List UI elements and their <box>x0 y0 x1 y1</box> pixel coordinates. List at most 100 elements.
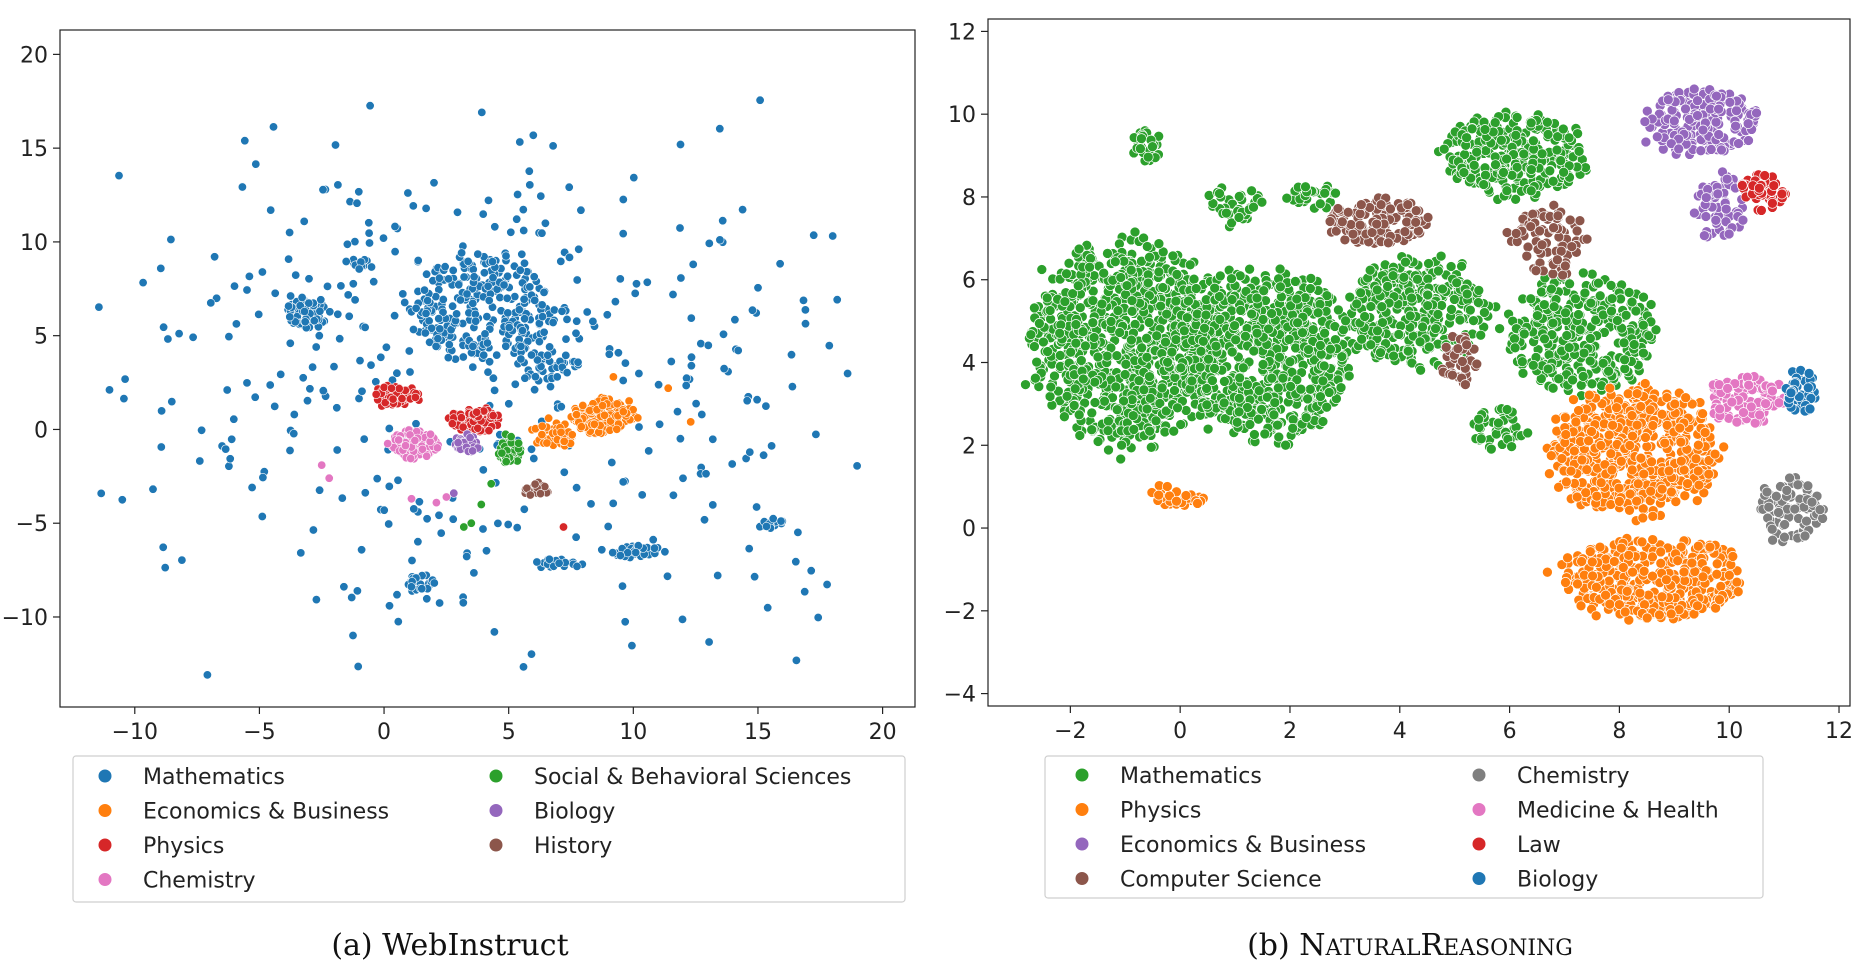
point-mathematics <box>1501 404 1513 415</box>
point-mathematics <box>224 332 234 342</box>
point-social-and-behavioral-sciences <box>466 518 476 528</box>
point-mathematics <box>1620 309 1632 321</box>
point-mathematics <box>539 287 549 297</box>
point-physics <box>397 394 407 404</box>
point-mathematics <box>1558 166 1569 178</box>
point-mathematics <box>613 348 623 358</box>
point-mathematics <box>364 228 374 238</box>
point-mathematics <box>718 329 728 339</box>
point-mathematics <box>364 238 374 248</box>
point-mathematics <box>618 477 628 487</box>
point-mathematics <box>832 295 842 305</box>
point-mathematics <box>1168 425 1180 437</box>
legend-label: Economics & Business <box>143 800 389 825</box>
point-mathematics <box>539 327 549 337</box>
point-mathematics <box>1417 321 1428 333</box>
point-mathematics <box>1325 343 1336 355</box>
point-mathematics <box>105 385 115 395</box>
point-mathematics <box>1605 280 1617 291</box>
point-mathematics <box>1527 359 1539 371</box>
point-mathematics <box>618 195 628 205</box>
point-physics <box>1560 429 1572 440</box>
point-physics <box>1573 405 1584 416</box>
point-mathematics <box>1525 293 1537 305</box>
point-mathematics <box>478 465 488 475</box>
legend-marker <box>488 837 504 853</box>
point-mathematics <box>574 244 584 254</box>
point-mathematics <box>355 356 365 366</box>
point-mathematics <box>458 352 468 362</box>
point-mathematics <box>333 309 343 319</box>
point-economics-and-business <box>576 422 586 432</box>
point-mathematics <box>1305 283 1316 294</box>
legend-item-physics: Physics <box>97 834 224 859</box>
point-mathematics <box>254 309 264 319</box>
point-mathematics <box>1038 336 1049 348</box>
x-tick-label: 0 <box>377 720 391 745</box>
point-mathematics <box>315 485 325 495</box>
point-mathematics <box>708 500 718 510</box>
point-mathematics <box>378 233 388 243</box>
point-mathematics <box>518 205 528 215</box>
point-mathematics <box>448 514 458 524</box>
point-mathematics <box>94 302 104 312</box>
point-physics <box>558 522 568 532</box>
point-mathematics <box>481 546 491 556</box>
point-mathematics <box>1080 340 1091 352</box>
point-physics <box>1703 468 1715 480</box>
point-mathematics <box>644 446 654 456</box>
point-mathematics <box>354 187 364 197</box>
point-mathematics <box>1084 261 1095 273</box>
point-mathematics <box>572 483 582 493</box>
point-mathematics <box>503 308 513 318</box>
point-mathematics <box>1387 270 1399 282</box>
point-mathematics <box>1542 116 1553 128</box>
point-chemistry <box>422 451 432 461</box>
point-mathematics <box>490 385 500 395</box>
axes-frame-webinstruct <box>59 29 916 708</box>
point-mathematics <box>1054 350 1066 361</box>
point-mathematics <box>549 305 559 315</box>
point-mathematics <box>634 368 644 378</box>
point-mathematics <box>336 281 346 291</box>
point-mathematics <box>1291 293 1303 305</box>
point-mathematics <box>1105 316 1117 327</box>
point-mathematics <box>1069 383 1081 395</box>
point-mathematics <box>602 310 612 320</box>
point-mathematics <box>768 514 778 524</box>
point-mathematics <box>468 341 478 351</box>
point-physics <box>1583 389 1595 401</box>
point-mathematics <box>285 228 295 238</box>
point-mathematics <box>210 252 220 262</box>
point-physics <box>1659 437 1671 449</box>
point-physics <box>1568 445 1580 457</box>
point-mathematics <box>1029 341 1040 352</box>
point-mathematics <box>1315 340 1326 351</box>
point-mathematics <box>484 295 494 305</box>
point-mathematics <box>800 587 810 597</box>
point-mathematics <box>1201 399 1213 411</box>
point-mathematics <box>1025 329 1037 340</box>
point-mathematics <box>1375 347 1386 358</box>
point-mathematics <box>761 401 771 411</box>
point-mathematics <box>828 231 838 241</box>
point-mathematics <box>543 350 553 360</box>
point-mathematics <box>571 328 581 338</box>
point-mathematics <box>1518 328 1530 340</box>
point-mathematics <box>701 469 711 479</box>
point-mathematics <box>455 295 465 305</box>
point-physics <box>1591 490 1603 502</box>
point-mathematics <box>1099 395 1110 407</box>
point-mathematics <box>1586 268 1598 280</box>
point-mathematics <box>489 627 499 637</box>
point-mathematics <box>1186 375 1198 387</box>
point-mathematics <box>512 214 522 224</box>
legend-item-biology: Biology <box>488 800 615 825</box>
point-mathematics <box>188 332 198 342</box>
x-tick-label: 10 <box>619 720 647 745</box>
point-mathematics <box>534 337 544 347</box>
point-physics <box>1607 419 1618 431</box>
point-mathematics <box>1284 356 1296 368</box>
